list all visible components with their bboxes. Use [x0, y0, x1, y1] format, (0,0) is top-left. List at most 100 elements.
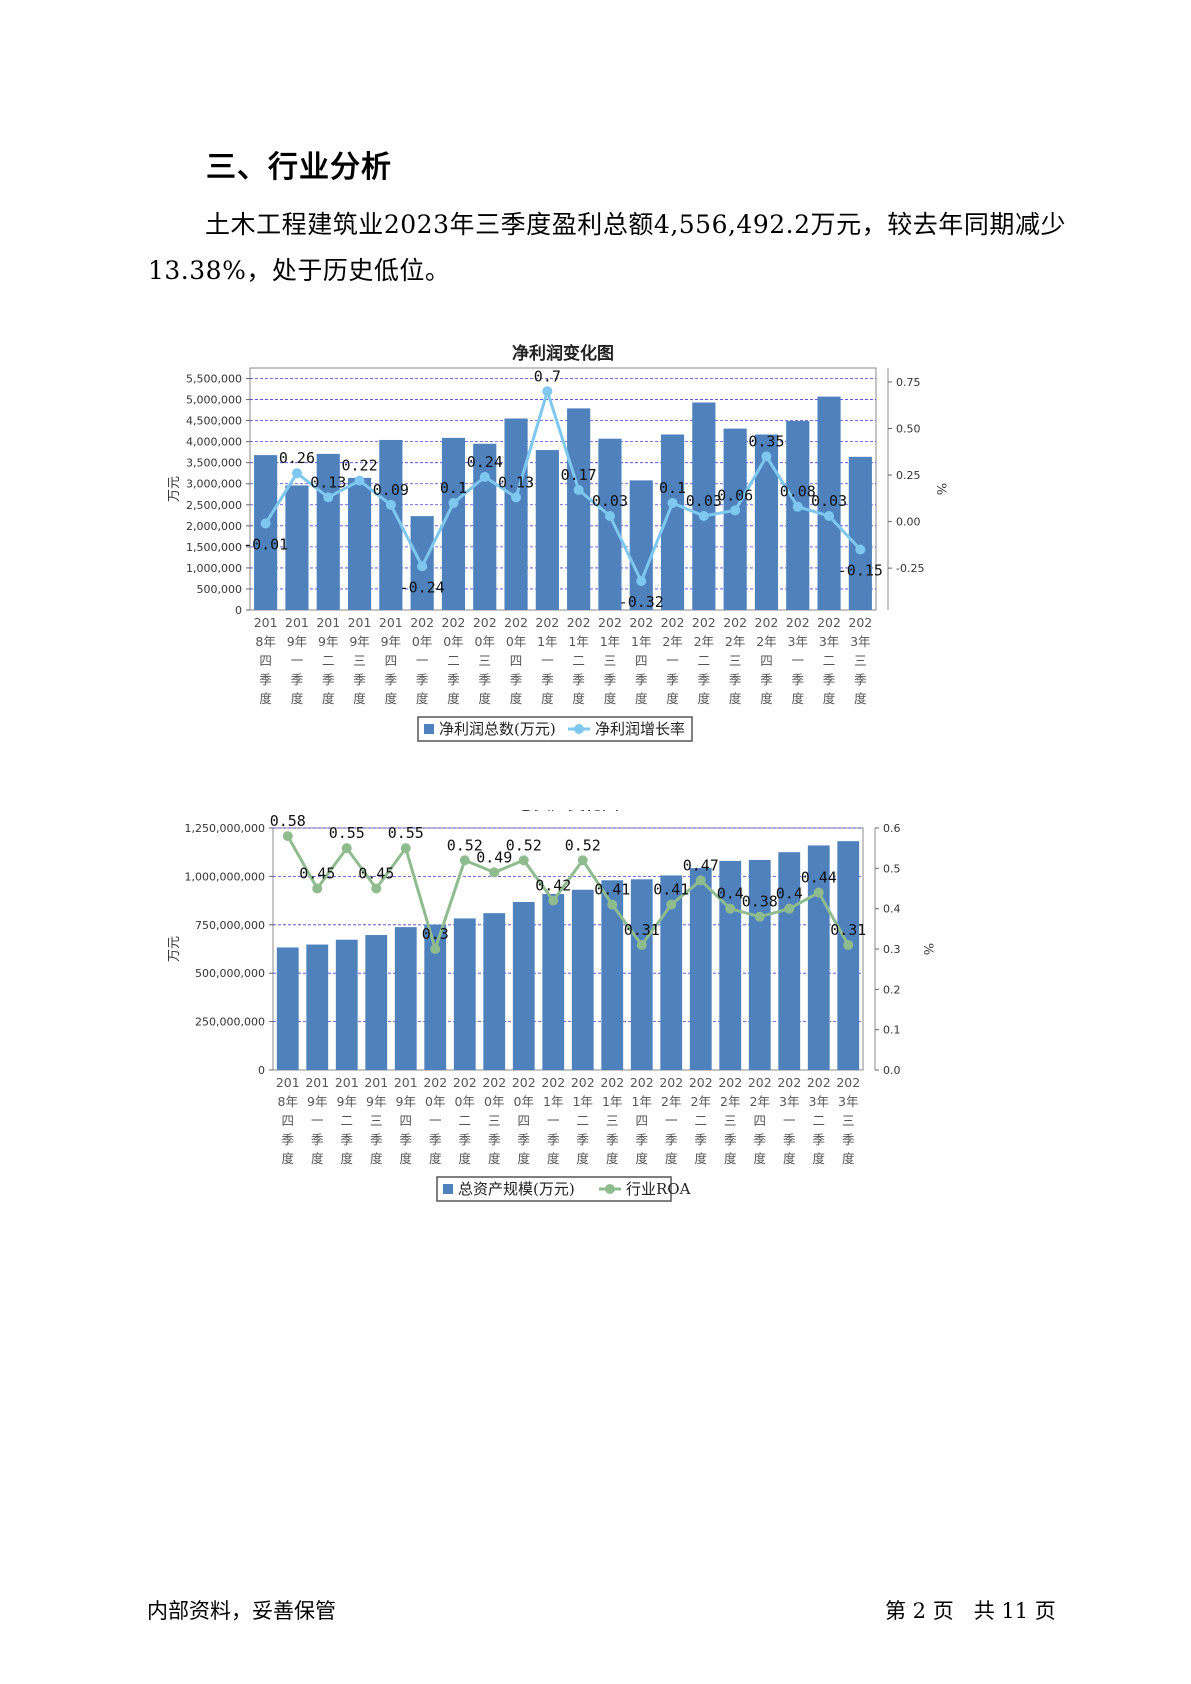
category-label: 度 — [385, 691, 398, 706]
bar — [660, 434, 685, 610]
category-label: 202 — [442, 615, 466, 630]
left-tick-label: 5,500,000 — [186, 373, 242, 386]
category-label: 0年 — [455, 1094, 475, 1109]
legend-line-label: 净利润增长率 — [595, 720, 685, 738]
category-label: 1年 — [632, 1094, 652, 1109]
data-label: 0.35 — [748, 432, 784, 450]
bar — [441, 437, 466, 610]
bar — [601, 880, 624, 1070]
bar — [306, 944, 329, 1070]
category-label: 度 — [311, 1151, 324, 1166]
left-tick-label: 5,000,000 — [186, 394, 242, 407]
category-label: 三 — [488, 1113, 501, 1128]
left-tick-label: 1,500,000 — [186, 541, 242, 554]
right-axis-label: % — [933, 483, 948, 495]
category-label: 一 — [783, 1113, 796, 1128]
category-label: 二 — [572, 653, 585, 668]
category-label: 度 — [291, 691, 304, 706]
left-tick-label: 500,000,000 — [195, 967, 265, 980]
category-label: 度 — [606, 1151, 619, 1166]
line-point — [573, 484, 584, 495]
category-label: 度 — [791, 691, 804, 706]
line-point — [666, 899, 677, 910]
left-tick-label: 1,250,000,000 — [185, 822, 265, 835]
category-label: 季 — [478, 672, 491, 687]
category-label: 四 — [510, 653, 523, 668]
data-label: 0.24 — [467, 453, 503, 471]
category-label: 季 — [783, 1132, 796, 1147]
category-label: 0年 — [514, 1094, 534, 1109]
data-label: 0.41 — [594, 881, 630, 899]
line-point — [667, 497, 678, 508]
left-tick-label: 0 — [258, 1064, 265, 1077]
data-label: 0.4 — [776, 885, 803, 903]
category-label: 度 — [635, 1151, 648, 1166]
category-label: 度 — [854, 691, 867, 706]
category-label: 202 — [482, 1075, 506, 1090]
category-label: 四 — [635, 1113, 648, 1128]
line-point — [341, 843, 352, 854]
data-label: 0.17 — [561, 466, 597, 484]
category-label: 一 — [666, 653, 679, 668]
category-label: 季 — [635, 1132, 648, 1147]
category-label: 度 — [488, 1151, 501, 1166]
category-label: 二 — [322, 653, 335, 668]
category-label: 季 — [259, 672, 272, 687]
category-label: 202 — [748, 1075, 772, 1090]
category-label: 二 — [447, 653, 460, 668]
category-label: 1年 — [573, 1094, 593, 1109]
data-label: 0.52 — [565, 836, 601, 854]
category-label: 四 — [281, 1113, 294, 1128]
category-label: 度 — [760, 691, 773, 706]
left-tick-label: 1,000,000 — [186, 562, 242, 575]
data-label: 0.13 — [498, 473, 534, 491]
category-label: 季 — [547, 1132, 560, 1147]
line-point — [282, 831, 293, 842]
line-point — [548, 895, 559, 906]
category-label: 202 — [571, 1075, 595, 1090]
line-point — [730, 505, 741, 516]
data-label: 0.38 — [742, 893, 778, 911]
category-label: 季 — [517, 1132, 530, 1147]
data-label: 0.41 — [653, 881, 689, 899]
category-label: 度 — [447, 691, 460, 706]
category-label: 一 — [665, 1113, 678, 1128]
bar — [473, 443, 497, 610]
category-label: 9年 — [307, 1094, 327, 1109]
bar — [365, 935, 388, 1070]
right-tick-label: 0.6 — [883, 822, 901, 835]
category-label: 201 — [276, 1075, 300, 1090]
category-label: 202 — [423, 1075, 447, 1090]
category-label: 度 — [399, 1151, 412, 1166]
category-label: 9年 — [381, 634, 401, 649]
category-label: 季 — [541, 672, 554, 687]
category-label: 度 — [353, 691, 366, 706]
category-label: 0年 — [443, 634, 463, 649]
category-label: 季 — [429, 1132, 442, 1147]
line-point — [385, 499, 396, 510]
right-tick-label: 0.75 — [896, 376, 921, 389]
right-axis-label: % — [920, 943, 935, 955]
left-tick-label: 4,000,000 — [186, 436, 242, 449]
category-label: 1年 — [600, 634, 620, 649]
category-label: 度 — [783, 1151, 796, 1166]
category-label: 度 — [547, 1151, 560, 1166]
right-tick-label: 0.00 — [896, 516, 921, 529]
category-label: 度 — [698, 691, 711, 706]
line-point — [636, 939, 647, 950]
category-label: 三 — [353, 653, 366, 668]
category-label: 3年 — [809, 1094, 829, 1109]
category-label: 季 — [281, 1132, 294, 1147]
category-label: 9年 — [318, 634, 338, 649]
left-tick-label: 750,000,000 — [195, 919, 265, 932]
category-label: 度 — [517, 1151, 530, 1166]
category-label: 季 — [416, 672, 429, 687]
bar — [719, 860, 742, 1070]
category-label: 度 — [322, 691, 335, 706]
bar — [660, 875, 683, 1070]
category-label: 二 — [576, 1113, 589, 1128]
category-label: 9年 — [349, 634, 369, 649]
category-label: 季 — [666, 672, 679, 687]
category-label: 度 — [416, 691, 429, 706]
data-label: -0.24 — [400, 578, 445, 596]
